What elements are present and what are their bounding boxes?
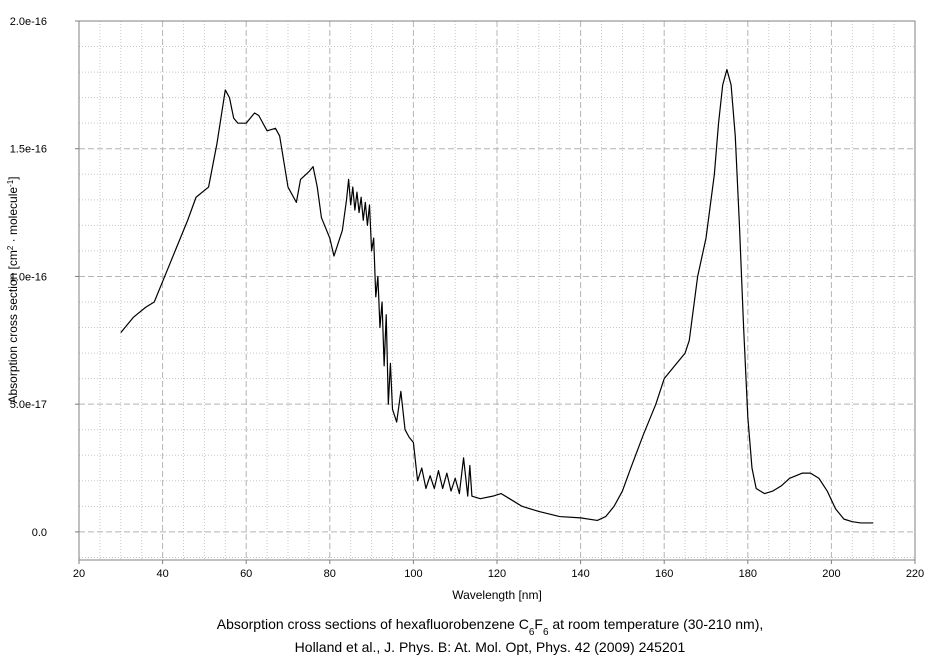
x-tick-label: 180 [739,568,757,580]
caption-line1: Absorption cross sections of hexafluorob… [217,616,764,638]
caption-part: F [534,616,543,632]
x-axis-label: Wavelength [nm] [452,588,542,602]
x-tick-label: 60 [240,568,252,580]
caption-part: at room temperature (30-210 nm), [549,616,764,632]
caption-sub: 6 [529,627,535,638]
x-tick-label: 40 [156,568,168,580]
x-tick-label: 120 [488,568,506,580]
x-tick-label: 80 [324,568,336,580]
y-label-sup: -1 [6,179,15,187]
caption-sub: 6 [543,627,549,638]
y-tick-label: 2.0e-16 [10,16,47,28]
plot-frame [78,20,916,561]
x-tick-label: 140 [571,568,589,580]
caption-part: Absorption cross sections of hexafluorob… [217,616,529,632]
y-tick-label: 1.0e-16 [10,271,47,283]
x-tick-label: 220 [906,568,924,580]
data-line [120,68,874,524]
caption-line2: Holland et al., J. Phys. B: At. Mol. Opt… [295,639,686,655]
y-tick-label: 1.5e-16 [10,144,47,156]
x-tick-label: 160 [655,568,673,580]
y-label-sup: 2 [6,245,15,250]
grid [78,20,916,560]
y-tick-label: 5.0e-17 [10,399,47,411]
x-tick-label: 100 [404,568,422,580]
x-tick-label: 200 [822,568,840,580]
x-tick-label: 20 [73,568,85,580]
y-label-part: ] [6,176,20,179]
y-tick-label: 0.0 [32,527,47,539]
y-label-part: Absorption cross section [cm [6,250,20,403]
y-label-part: · molecule [6,187,20,246]
y-axis-label: Absorption cross section [cm2 · molecule… [6,176,21,403]
